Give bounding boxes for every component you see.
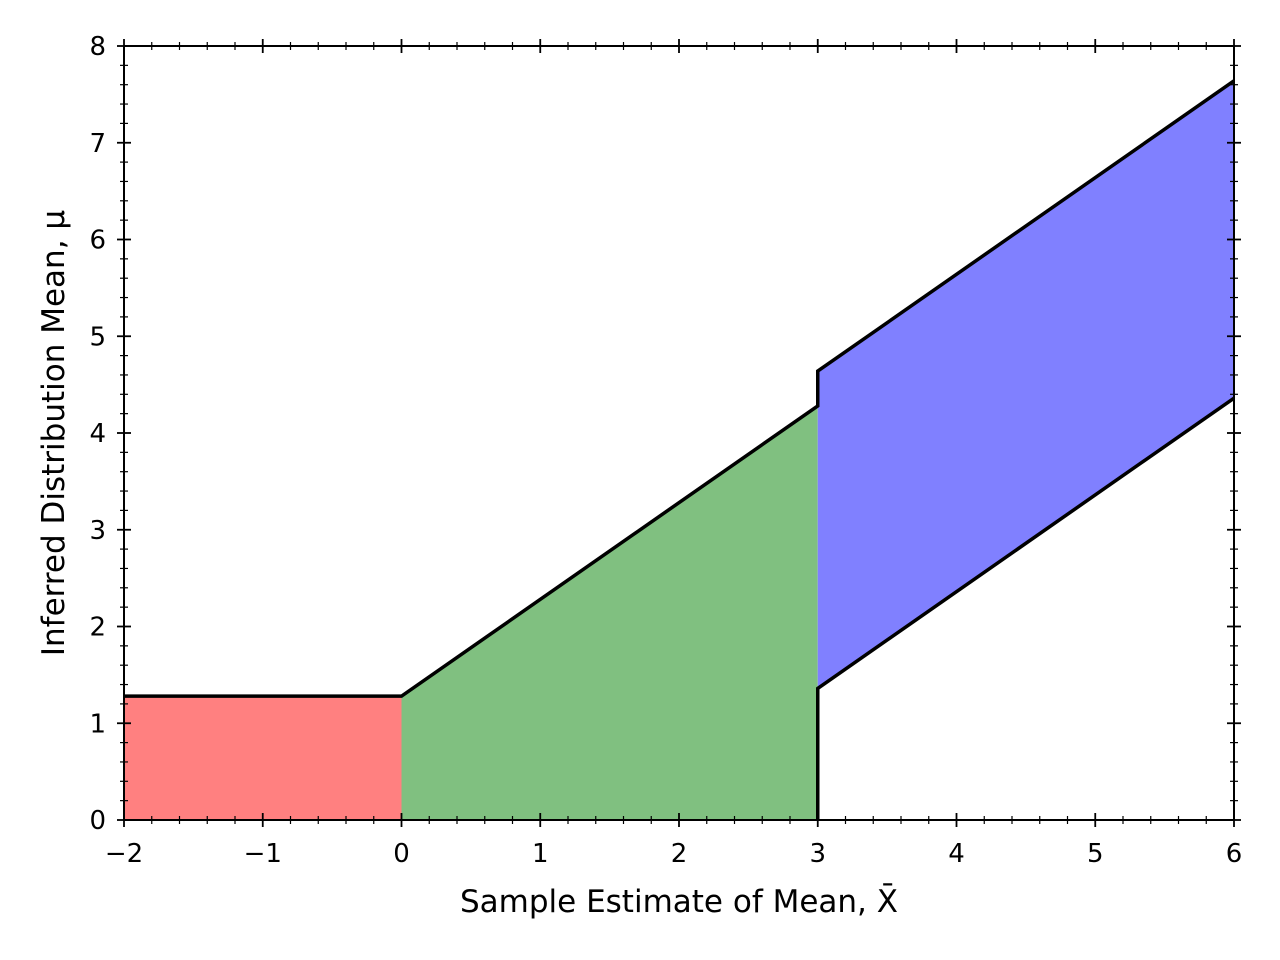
y-axis-label: Inferred Distribution Mean, μ [36, 210, 72, 656]
x-tick-label: 3 [809, 839, 826, 869]
x-axis-label: Sample Estimate of Mean, X̄ [460, 883, 898, 920]
y-tick-label: 4 [89, 419, 106, 449]
region-0 [124, 696, 402, 820]
axis-ticks [117, 39, 1241, 827]
y-tick-label: 0 [89, 806, 106, 836]
x-tick-label: 0 [393, 839, 410, 869]
y-tick-label: 6 [89, 226, 106, 256]
y-tick-label: 7 [89, 129, 106, 159]
y-tick-labels: 0 1 2 3 4 5 6 7 8 [89, 32, 106, 836]
x-tick-label: −1 [244, 839, 282, 869]
x-tick-label: 5 [1087, 839, 1104, 869]
x-tick-label: 1 [532, 839, 549, 869]
boundary-lines [124, 79, 1236, 820]
boundary-line-0 [124, 79, 1236, 698]
region-2 [817, 80, 1234, 689]
x-tick-label: −2 [105, 839, 143, 869]
boundary-line-1 [816, 396, 1236, 820]
region-1 [401, 405, 818, 820]
x-tick-label: 4 [948, 839, 965, 869]
x-tick-label: 2 [671, 839, 688, 869]
x-tick-label: 6 [1226, 839, 1243, 869]
y-tick-label: 3 [89, 516, 106, 546]
y-tick-label: 8 [89, 32, 106, 62]
y-tick-label: 2 [89, 613, 106, 643]
x-tick-labels: −2 −1 0 1 2 3 4 5 6 [105, 839, 1242, 869]
y-tick-label: 5 [89, 322, 106, 352]
y-tick-label: 1 [89, 709, 106, 739]
shaded-regions [124, 80, 1234, 820]
